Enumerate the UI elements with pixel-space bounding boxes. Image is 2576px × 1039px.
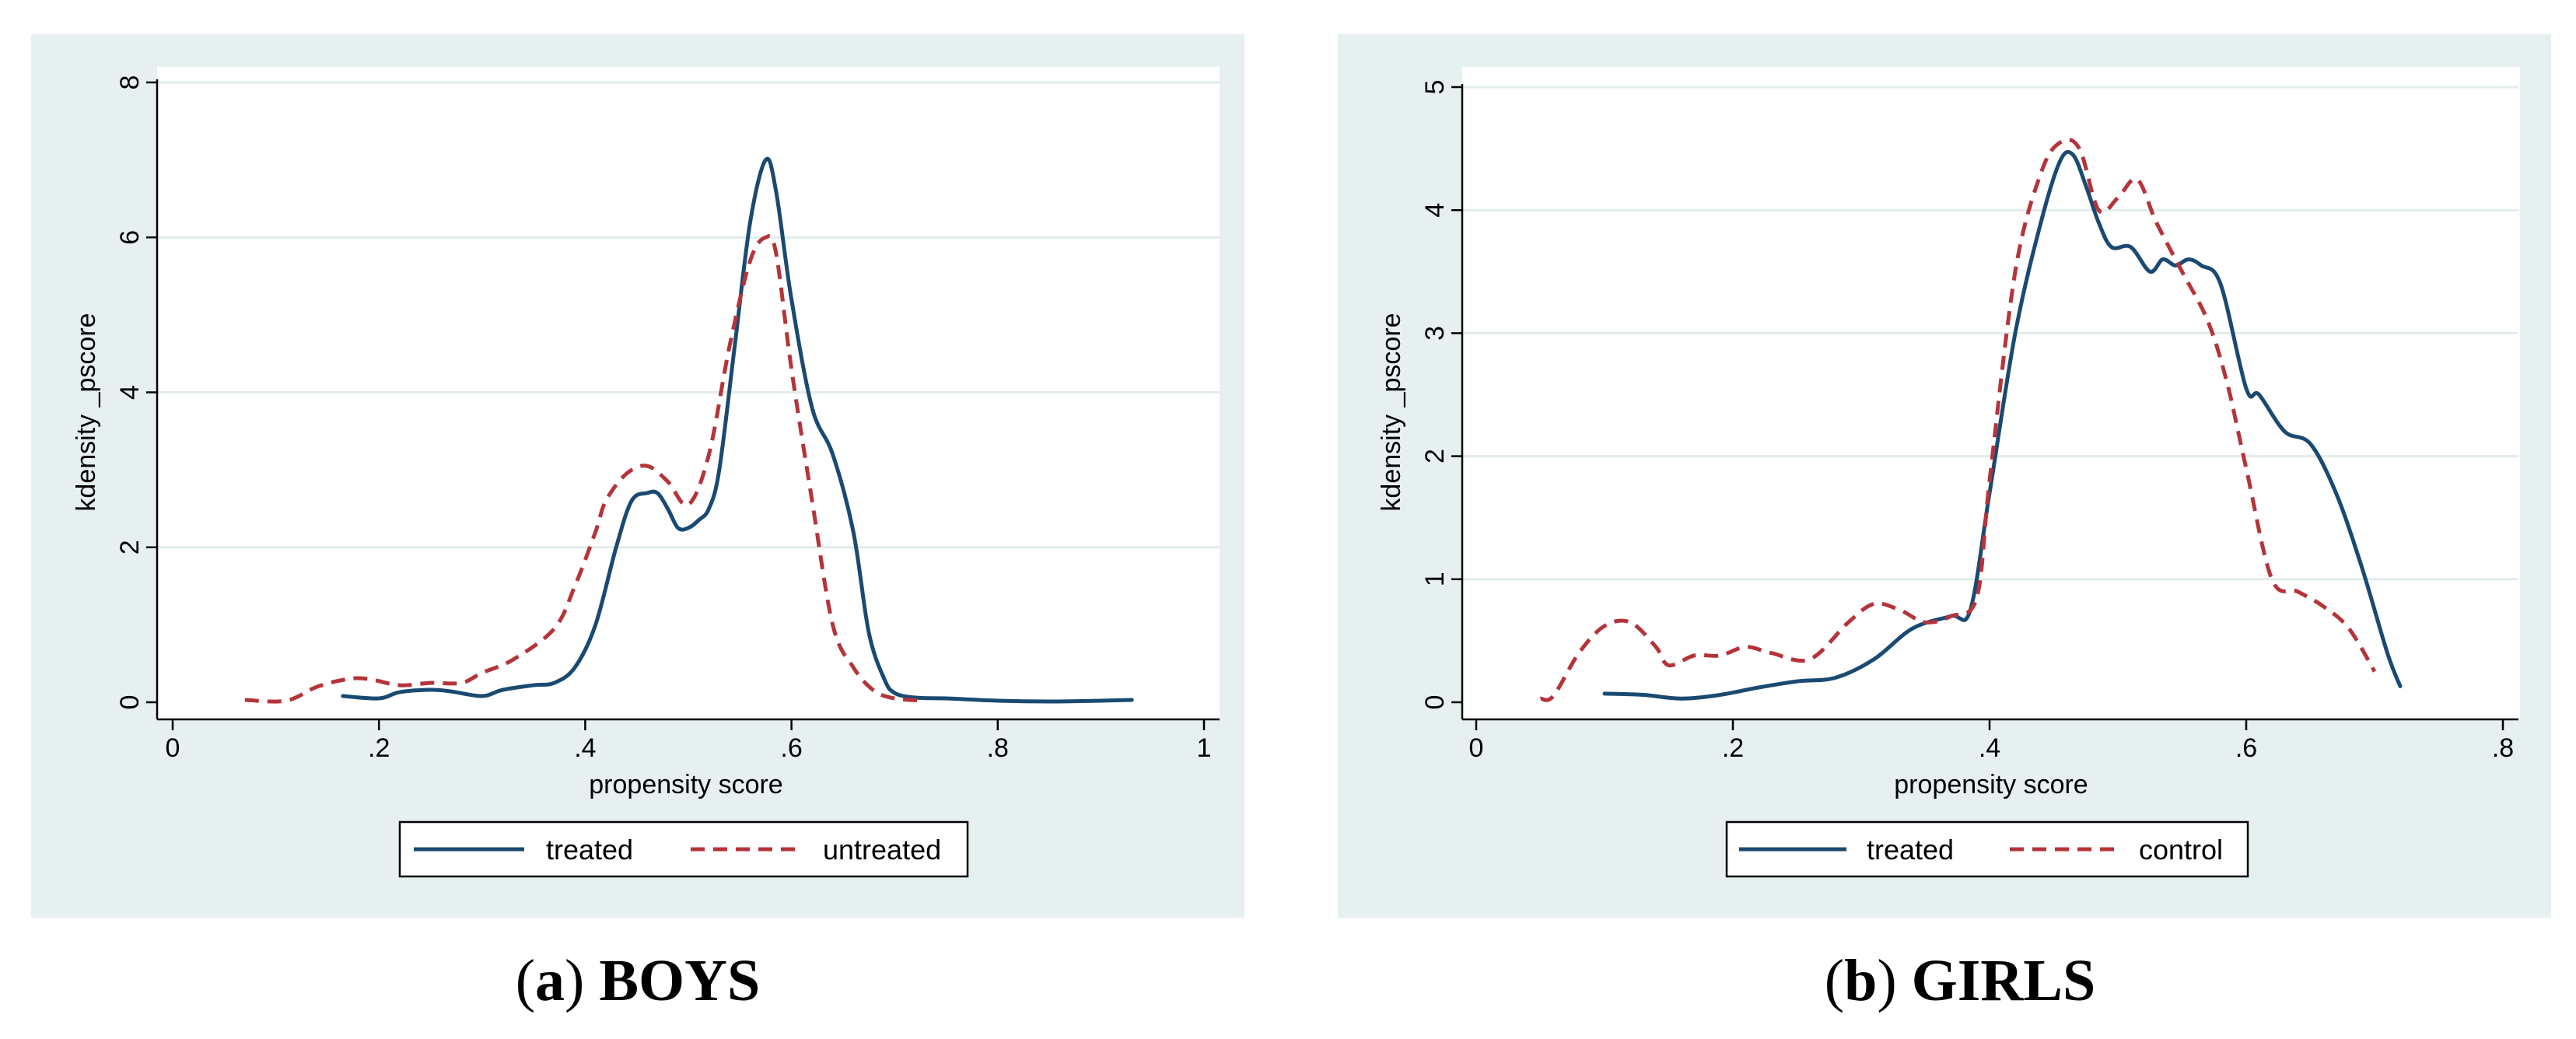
y-tick-label: 5 — [1420, 80, 1450, 95]
x-tick-label: 0 — [1469, 733, 1484, 763]
x-tick-label: .2 — [368, 733, 390, 763]
x-axis-title: propensity score — [1894, 770, 2088, 799]
y-tick-label: 2 — [1420, 449, 1450, 464]
legend: treated control — [1725, 820, 2249, 878]
caption-a: (a) BOYS — [516, 948, 761, 1013]
x-tick-label: 0 — [166, 733, 180, 763]
caption-b-paren-close: ) — [1877, 948, 1911, 1013]
x-tick-label: .2 — [1722, 733, 1744, 763]
panel-girls: 0 1 2 3 4 5 0 .2 .4 .6 .8 propensity score kdensit… — [1338, 34, 2551, 918]
gridlines — [157, 81, 1220, 549]
x-tick-label: .4 — [1979, 733, 2000, 763]
series-line-untreated — [244, 233, 926, 704]
y-tick-label: 0 — [1420, 695, 1450, 710]
axis-ticks: 0 1 2 3 4 5 0 .2 .4 .6 .8 — [1420, 80, 2518, 763]
y-tick-label: 3 — [1420, 326, 1450, 341]
series-lines — [244, 156, 1134, 704]
legend: treated untreated — [398, 820, 969, 878]
series-lines — [1540, 138, 2403, 702]
x-tick-label: 1 — [1197, 733, 1212, 763]
legend-label-control: control — [2139, 834, 2223, 866]
legend-label-untreated: untreated — [823, 834, 941, 866]
caption-b-label: b — [1844, 948, 1877, 1013]
y-tick-label: 0 — [115, 695, 145, 710]
y-tick-label: 4 — [1420, 203, 1450, 218]
y-axis-title: kdensity _pscore — [72, 313, 101, 511]
y-tick-label: 4 — [115, 385, 145, 400]
axis-ticks: 0 2 4 6 8 0 .2 .4 .6 .8 1 — [115, 75, 1220, 763]
legend-label-treated: treated — [1867, 834, 1954, 866]
x-axis-title: propensity score — [589, 770, 782, 799]
y-tick-label: 6 — [115, 230, 145, 245]
caption-b-text: GIRLS — [1912, 948, 2096, 1013]
x-tick-label: .6 — [2235, 733, 2257, 763]
gridlines — [1462, 86, 2518, 581]
panel-boys: 0 2 4 6 8 0 .2 .4 .6 .8 1 propensity score kdensit… — [31, 34, 1244, 918]
y-tick-label: 8 — [115, 75, 145, 90]
legend-box — [398, 820, 969, 878]
series-line-treated — [341, 156, 1134, 704]
x-tick-label: .6 — [780, 733, 802, 763]
x-tick-label: .8 — [987, 733, 1009, 763]
legend-label-treated: treated — [546, 834, 633, 866]
y-tick-label: 1 — [1420, 572, 1450, 586]
caption-b: (b) GIRLS — [1825, 948, 2095, 1013]
y-axis-title: kdensity _pscore — [1377, 313, 1406, 511]
caption-a-paren-open: ( — [516, 948, 535, 1013]
x-tick-label: .8 — [2492, 733, 2514, 763]
x-tick-label: .4 — [574, 733, 596, 763]
caption-a-text: BOYS — [599, 948, 760, 1013]
caption-b-paren-open: ( — [1825, 948, 1844, 1013]
series-line-control — [1540, 138, 2377, 702]
caption-a-paren-close: ) — [565, 948, 599, 1013]
y-tick-label: 2 — [115, 540, 145, 554]
series-line-treated — [1602, 149, 2403, 701]
plot-area — [1462, 67, 2520, 720]
caption-a-label: a — [535, 948, 565, 1013]
